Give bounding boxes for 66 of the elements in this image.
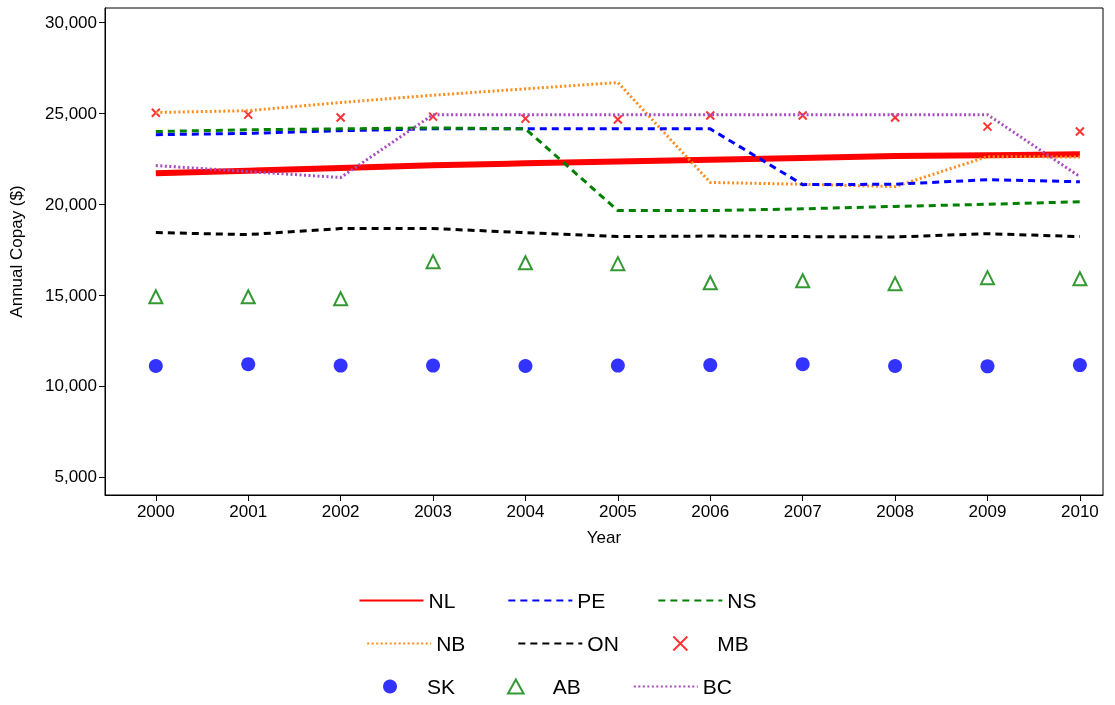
point <box>890 112 901 123</box>
point <box>610 358 625 373</box>
point <box>888 358 903 373</box>
legend-label: PE <box>577 589 606 612</box>
point <box>887 276 903 292</box>
point <box>426 358 441 373</box>
line-series <box>154 81 1082 189</box>
point <box>702 275 718 291</box>
point <box>148 289 164 305</box>
point <box>520 113 531 124</box>
x-tick-label: 2001 <box>229 502 268 521</box>
legend-label: NS <box>727 589 757 612</box>
point <box>243 109 254 120</box>
y-tick-label: 10,000 <box>45 376 97 396</box>
point <box>705 110 716 121</box>
point <box>979 270 995 286</box>
point <box>982 121 993 132</box>
x-tick-label: 2002 <box>321 502 360 521</box>
point <box>1074 126 1085 137</box>
legend-label: SK <box>427 675 456 698</box>
legend-label: AB <box>552 675 581 698</box>
point <box>333 358 348 373</box>
point <box>703 358 718 373</box>
legend-label: NL <box>428 589 456 612</box>
point <box>797 110 808 121</box>
legend-label: MB <box>717 632 749 655</box>
x-tick-label: 2000 <box>136 502 175 521</box>
x-tick-label: 2004 <box>506 502 545 521</box>
point <box>795 273 811 289</box>
point <box>610 256 626 272</box>
point <box>148 358 163 373</box>
x-tick-label: 2007 <box>783 502 822 521</box>
point <box>335 112 346 123</box>
x-tick-label: 2010 <box>1060 502 1099 521</box>
y-tick-label: 25,000 <box>45 103 97 123</box>
point <box>150 107 161 118</box>
y-axis-title: Annual Copay ($) <box>7 185 26 318</box>
point <box>795 357 810 372</box>
y-tick-label: 5,000 <box>54 467 97 487</box>
point <box>1072 271 1088 287</box>
legend-label: NB <box>436 632 466 655</box>
point <box>518 358 533 373</box>
x-tick-label: 2005 <box>598 502 637 521</box>
point <box>425 254 441 270</box>
legend-label: ON <box>587 632 619 655</box>
point <box>612 114 623 125</box>
point <box>428 111 439 122</box>
point <box>333 291 349 307</box>
x-tick-label: 2003 <box>414 502 452 521</box>
point <box>1072 358 1087 373</box>
point <box>980 359 995 374</box>
y-tick-label: 15,000 <box>45 285 97 305</box>
line-series <box>154 113 1082 180</box>
line-series <box>154 127 1082 187</box>
point <box>241 357 256 372</box>
y-tick-label: 30,000 <box>45 13 97 33</box>
y-tick-label: 20,000 <box>45 194 97 214</box>
legend-label: BC <box>702 675 732 698</box>
line-series <box>154 227 1082 239</box>
x-tick-label: 2008 <box>876 502 914 521</box>
x-axis-title: Year <box>586 528 622 547</box>
x-tick-label: 2009 <box>968 502 1007 521</box>
point <box>240 289 256 305</box>
x-tick-label: 2006 <box>691 502 730 521</box>
point <box>517 255 533 271</box>
line-series <box>154 126 1082 213</box>
